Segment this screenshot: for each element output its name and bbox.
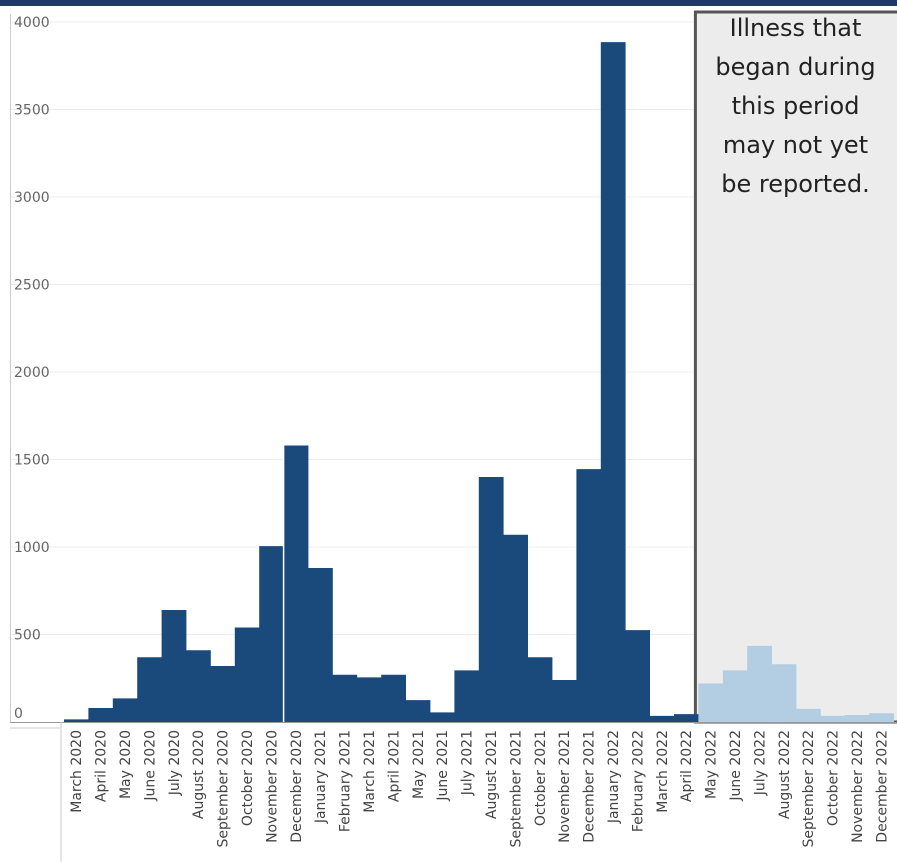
x-tick-label: December 2022 [874, 730, 890, 843]
x-tick-label: March 2022 [655, 730, 671, 813]
x-tick-label: April 2022 [679, 730, 695, 802]
x-tick-label: May 2020 [118, 730, 134, 799]
bar [625, 630, 650, 722]
x-tick-label: April 2020 [94, 730, 110, 802]
bar [869, 713, 894, 722]
bars [64, 42, 894, 722]
bar [64, 719, 89, 722]
bar [88, 708, 114, 722]
y-tick-label: 2500 [14, 278, 50, 294]
x-tick-label: July 2020 [167, 730, 183, 796]
x-tick-label: February 2022 [630, 730, 646, 832]
bar [259, 546, 284, 722]
bar [161, 610, 187, 722]
annotation-line: this period [731, 92, 860, 120]
x-tick-label: September 2021 [508, 730, 524, 847]
bar [844, 715, 870, 722]
bar [600, 42, 626, 722]
x-tick-label: March 2021 [362, 730, 378, 813]
bar [381, 674, 406, 722]
top-border-bar [0, 0, 897, 6]
bar [186, 650, 211, 722]
x-tick-label: April 2021 [386, 730, 402, 802]
x-tick-label: November 2022 [850, 730, 866, 843]
y-tick-label: 1000 [14, 540, 50, 556]
annotation-line: may not yet [722, 131, 869, 159]
x-tick-label: October 2020 [240, 730, 256, 826]
bar [796, 708, 821, 722]
y-tick-label: 0 [14, 706, 23, 722]
bar [527, 657, 553, 722]
x-tick-label: August 2020 [191, 730, 207, 819]
bar [234, 627, 260, 722]
bar [210, 666, 236, 722]
shaded-period [693, 10, 897, 724]
x-tick-label: March 2020 [69, 730, 85, 813]
bar [552, 680, 577, 722]
y-tick-label: 3500 [14, 103, 50, 119]
x-tick-label: July 2022 [752, 730, 768, 796]
x-tick-label: September 2020 [216, 730, 232, 847]
bar [722, 670, 748, 722]
bar [137, 657, 162, 722]
x-tick-label: October 2022 [826, 730, 842, 826]
x-tick-label: December 2021 [582, 730, 598, 843]
bar [747, 645, 772, 722]
x-tick-label: February 2021 [338, 730, 354, 832]
x-tick-label: November 2021 [557, 730, 573, 843]
y-tick-labels: 0 500 1000 1500 2000 2500 3000 3500 4000 [14, 15, 50, 722]
y-tick-label: 4000 [14, 15, 50, 31]
x-tick-label: June 2022 [728, 730, 744, 802]
x-tick-labels: March 2020 April 2020 May 2020 June 2020 Jul… [69, 730, 890, 847]
x-tick-label: January 2021 [313, 730, 329, 824]
x-tick-label: October 2021 [533, 730, 549, 826]
y-tick-label: 2000 [14, 365, 50, 381]
y-tick-label: 500 [14, 628, 41, 644]
bar [283, 445, 309, 722]
x-tick-label: December 2020 [289, 730, 305, 843]
axes [10, 14, 897, 862]
x-tick-label: June 2021 [435, 730, 451, 802]
shaded-region [693, 10, 897, 724]
x-tick-label: July 2021 [460, 730, 476, 796]
x-tick-label: November 2020 [264, 730, 280, 843]
annotation-line: Illness that [729, 14, 862, 42]
bar [454, 670, 480, 722]
bar [430, 712, 455, 722]
bar [308, 568, 333, 722]
bar [674, 714, 699, 722]
x-tick-label: January 2022 [606, 730, 622, 824]
bar [771, 664, 797, 722]
bar [356, 677, 382, 722]
bar [478, 477, 504, 722]
x-tick-label: September 2022 [801, 730, 817, 847]
x-tick-label: August 2021 [484, 730, 500, 819]
x-tick-label: August 2022 [777, 730, 793, 819]
bar [576, 469, 602, 722]
bar [503, 534, 528, 722]
annotation-line: began during [715, 53, 876, 81]
x-tick-label: May 2022 [704, 730, 720, 799]
y-tick-label: 3000 [14, 190, 50, 206]
bar [649, 715, 675, 722]
x-tick-label: June 2020 [142, 730, 158, 802]
y-tick-label: 1500 [14, 453, 50, 469]
bar [332, 674, 358, 722]
bar [405, 700, 431, 722]
annotation-line: be reported. [721, 170, 870, 198]
bar [112, 698, 138, 722]
x-tick-label: May 2021 [411, 730, 427, 799]
bar [698, 683, 724, 722]
bar [820, 715, 846, 722]
